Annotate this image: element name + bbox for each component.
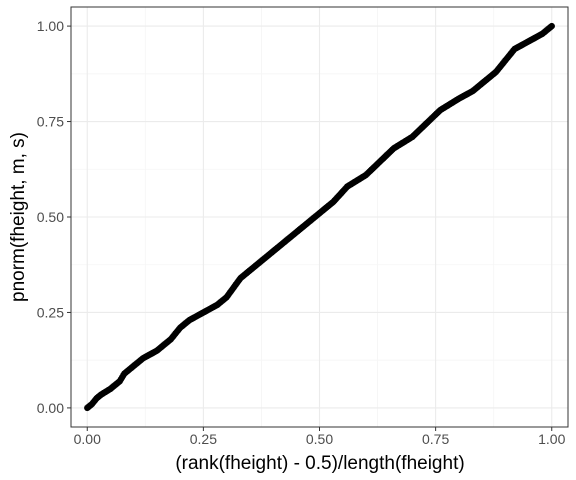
x-tick-label: 0.75 xyxy=(422,431,449,447)
data-points xyxy=(84,22,555,412)
y-tick-label: 0.25 xyxy=(37,304,64,320)
y-tick-label: 0.00 xyxy=(37,400,64,416)
y-tick-label: 1.00 xyxy=(37,18,64,34)
x-tick-label: 0.25 xyxy=(190,431,217,447)
data-point xyxy=(548,22,555,30)
x-tick-label: 0.50 xyxy=(306,431,333,447)
y-axis-title: pnorm(fheight, m, s) xyxy=(8,132,29,302)
y-tick-label: 0.75 xyxy=(37,114,64,130)
x-axis-ticks: 0.00 0.25 0.50 0.75 1.00 xyxy=(74,427,566,447)
x-tick-label: 1.00 xyxy=(538,431,565,447)
x-tick-label: 0.00 xyxy=(74,431,101,447)
x-axis-title: (rank(fheight) - 0.5)/length(fheight) xyxy=(175,453,464,474)
y-axis-ticks: 0.00 0.25 0.50 0.75 1.00 xyxy=(37,18,71,416)
y-tick-label: 0.50 xyxy=(37,209,64,225)
